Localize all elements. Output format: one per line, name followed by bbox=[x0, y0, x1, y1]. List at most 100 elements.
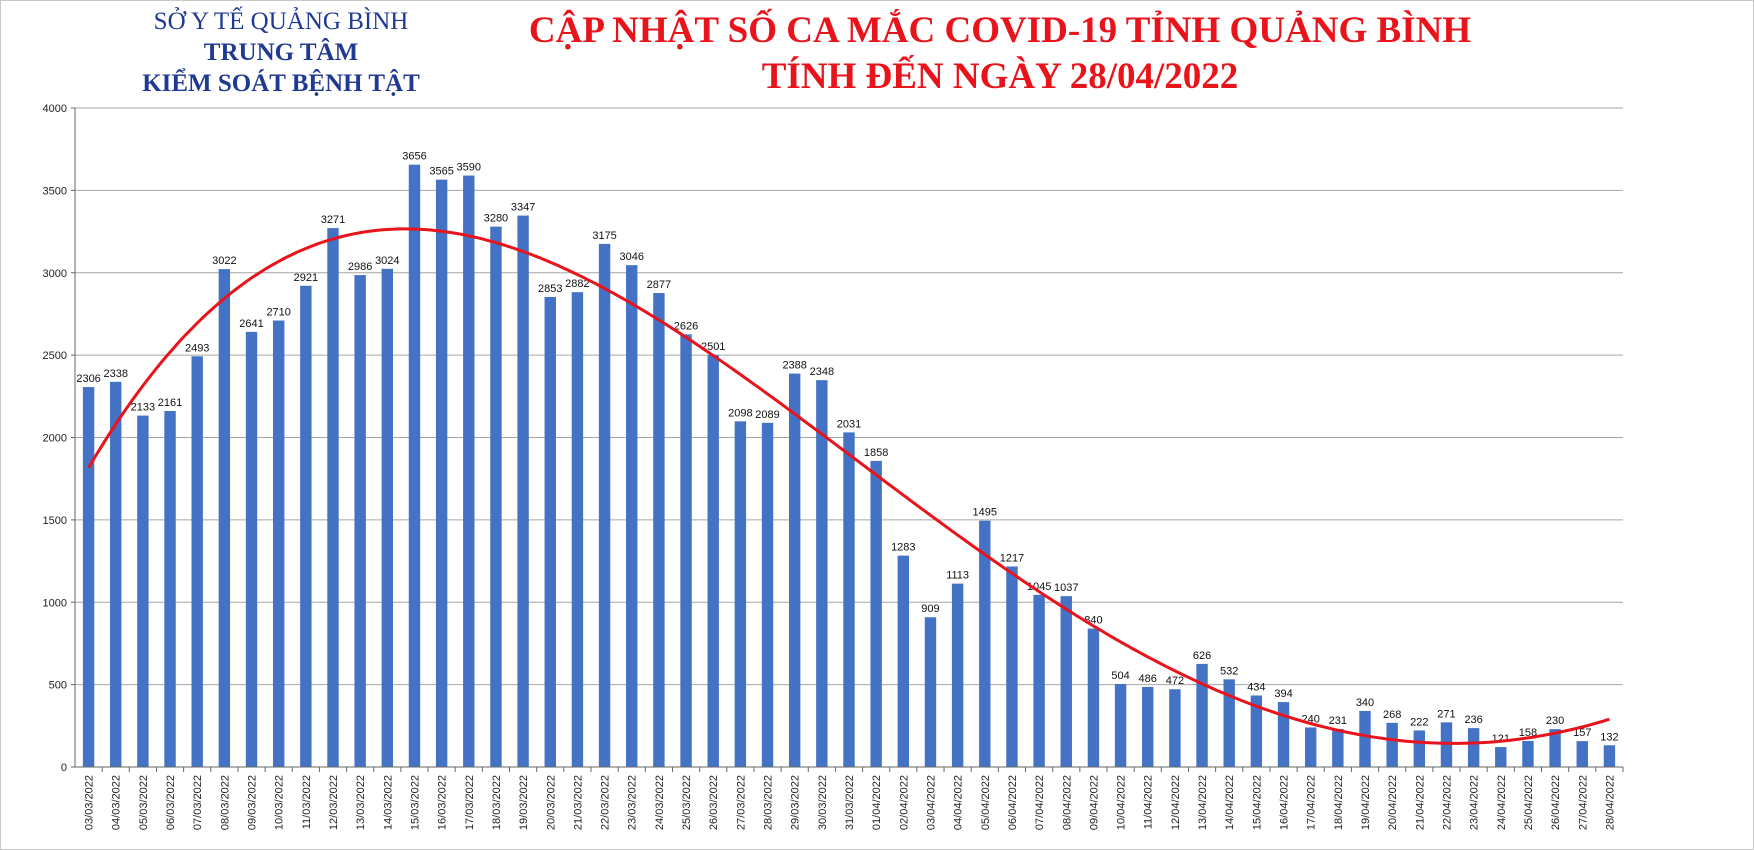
bar bbox=[843, 432, 855, 767]
x-tick-label: 17/04/2022 bbox=[1306, 775, 1318, 830]
bar bbox=[82, 387, 95, 767]
data-label: 3022 bbox=[212, 255, 236, 267]
x-tick-label: 04/03/2022 bbox=[111, 775, 123, 830]
bar bbox=[381, 268, 394, 767]
data-label: 2348 bbox=[810, 366, 834, 378]
data-label: 132 bbox=[1600, 731, 1618, 743]
data-label: 3347 bbox=[511, 202, 535, 214]
data-label: 532 bbox=[1220, 665, 1238, 677]
x-tick-label: 07/04/2022 bbox=[1034, 775, 1046, 830]
org-center: TRUNG TÂM bbox=[203, 39, 359, 66]
x-tick-label: 15/03/2022 bbox=[409, 775, 421, 830]
bar bbox=[1495, 747, 1507, 767]
x-tick-label: 31/03/2022 bbox=[844, 775, 856, 830]
bar bbox=[571, 292, 584, 767]
data-label: 2986 bbox=[348, 261, 372, 273]
x-tick-label: 11/03/2022 bbox=[301, 775, 313, 829]
y-axis: 0 500 1000 1500 2000 2500 3000 3500 4000 bbox=[43, 103, 76, 774]
x-tick-label: 25/03/2022 bbox=[681, 775, 693, 830]
x-tick-label: 24/04/2022 bbox=[1496, 775, 1508, 830]
x-tick-label: 23/04/2022 bbox=[1469, 775, 1481, 830]
data-label: 434 bbox=[1247, 681, 1265, 693]
data-label: 472 bbox=[1166, 675, 1184, 687]
bar bbox=[1277, 702, 1290, 767]
bar bbox=[1603, 745, 1616, 767]
bar bbox=[924, 617, 937, 767]
bar bbox=[463, 175, 475, 768]
bar bbox=[517, 215, 529, 767]
data-label: 3590 bbox=[457, 162, 481, 174]
bar bbox=[680, 334, 692, 767]
x-tick-label: 11/04/2022 bbox=[1143, 775, 1155, 829]
data-label: 3175 bbox=[592, 230, 616, 242]
x-tick-label: 30/03/2022 bbox=[817, 775, 829, 830]
chart-title-line1: CẬP NHẬT SỐ CA MẮC COVID-19 TỈNH QUẢNG B… bbox=[528, 10, 1472, 51]
x-tick-label: 29/03/2022 bbox=[790, 775, 802, 830]
bar bbox=[1114, 683, 1127, 767]
data-label: 222 bbox=[1410, 716, 1428, 728]
data-label: 2388 bbox=[782, 360, 806, 372]
x-tick-label: 26/04/2022 bbox=[1550, 775, 1562, 830]
x-tick-label: 22/03/2022 bbox=[600, 775, 612, 830]
y-tick-label: 1000 bbox=[43, 597, 67, 609]
y-tick-label: 2000 bbox=[43, 433, 67, 445]
data-label: 2089 bbox=[755, 409, 779, 421]
bar bbox=[218, 269, 231, 767]
y-tick-label: 4000 bbox=[43, 103, 67, 115]
y-tick-label: 3000 bbox=[43, 268, 67, 280]
bar bbox=[1359, 710, 1371, 767]
data-label: 909 bbox=[921, 603, 939, 615]
x-tick-label: 02/04/2022 bbox=[898, 775, 910, 830]
x-tick-label: 24/03/2022 bbox=[654, 775, 666, 830]
data-label: 2338 bbox=[103, 368, 127, 380]
chart-title-line2: TÍNH ĐẾN NGÀY 28/04/2022 bbox=[761, 56, 1239, 97]
data-label: 2626 bbox=[674, 320, 698, 332]
data-label: 3565 bbox=[429, 166, 453, 178]
bar bbox=[435, 179, 448, 767]
bar bbox=[1250, 695, 1263, 767]
x-tick-label: 20/03/2022 bbox=[545, 775, 557, 830]
data-label: 1283 bbox=[891, 542, 915, 554]
x-tick-label: 01/04/2022 bbox=[871, 775, 883, 830]
data-label: 1217 bbox=[1000, 552, 1024, 564]
x-tick-label: 13/03/2022 bbox=[355, 775, 367, 830]
x-tick-label: 03/03/2022 bbox=[84, 775, 96, 830]
bar bbox=[1169, 689, 1181, 767]
data-label: 486 bbox=[1139, 673, 1157, 685]
data-label: 2031 bbox=[837, 418, 861, 430]
data-label: 340 bbox=[1356, 697, 1374, 709]
data-label: 2877 bbox=[647, 279, 671, 291]
data-label: 3271 bbox=[321, 214, 345, 226]
x-tick-label: 05/04/2022 bbox=[980, 775, 992, 830]
data-label: 2710 bbox=[266, 307, 290, 319]
bar bbox=[1549, 729, 1561, 767]
bar bbox=[1576, 741, 1588, 767]
x-tick-label: 06/03/2022 bbox=[165, 775, 177, 830]
x-tick-label: 14/04/2022 bbox=[1224, 775, 1236, 830]
data-label: 626 bbox=[1193, 650, 1211, 662]
bar bbox=[110, 381, 122, 767]
x-tick-label: 21/04/2022 bbox=[1414, 775, 1426, 830]
bar bbox=[897, 555, 910, 767]
data-label: 2853 bbox=[538, 283, 562, 295]
bar bbox=[951, 583, 964, 767]
bar bbox=[1522, 740, 1534, 767]
data-label: 157 bbox=[1573, 727, 1591, 739]
x-tick-label: 22/04/2022 bbox=[1441, 775, 1453, 830]
data-label: 2161 bbox=[158, 397, 182, 409]
bar bbox=[761, 422, 774, 767]
data-label: 1113 bbox=[946, 570, 969, 582]
x-tick-label: 08/03/2022 bbox=[219, 775, 231, 830]
x-tick-label: 28/03/2022 bbox=[763, 775, 775, 830]
x-axis: 03/03/2022 04/03/2022 05/03/2022 06/03/2022… bbox=[75, 766, 1624, 830]
x-tick-label: 16/03/2022 bbox=[437, 775, 449, 830]
x-tick-label: 08/04/2022 bbox=[1061, 775, 1073, 830]
data-label: 1045 bbox=[1027, 581, 1051, 593]
x-tick-label: 26/03/2022 bbox=[708, 775, 720, 830]
bar bbox=[734, 421, 747, 767]
x-tick-label: 10/03/2022 bbox=[274, 775, 286, 830]
data-label: 268 bbox=[1383, 709, 1401, 721]
data-label: 2133 bbox=[131, 402, 155, 414]
bar bbox=[707, 354, 719, 767]
